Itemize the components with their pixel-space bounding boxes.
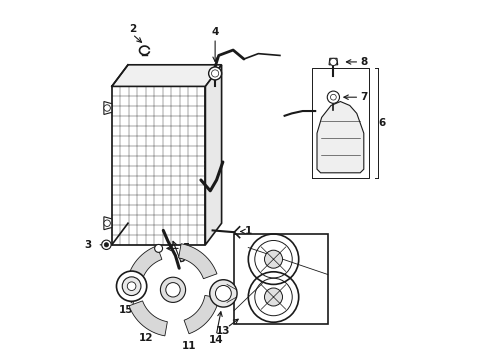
Text: 1: 1 — [245, 226, 252, 237]
Polygon shape — [179, 244, 217, 279]
Text: 7: 7 — [360, 92, 368, 102]
Polygon shape — [317, 102, 364, 173]
Text: 14: 14 — [209, 335, 223, 345]
Circle shape — [160, 277, 186, 302]
Circle shape — [155, 244, 163, 252]
Circle shape — [210, 280, 237, 307]
Text: 3: 3 — [85, 240, 92, 250]
Circle shape — [127, 282, 136, 291]
Circle shape — [330, 58, 337, 66]
Polygon shape — [234, 234, 328, 324]
Circle shape — [104, 105, 110, 111]
Text: 12: 12 — [139, 333, 153, 343]
Circle shape — [117, 271, 147, 301]
Text: 5: 5 — [182, 243, 189, 253]
Text: 11: 11 — [182, 341, 196, 351]
Text: 8: 8 — [360, 57, 368, 67]
Polygon shape — [129, 301, 168, 336]
Circle shape — [166, 283, 180, 297]
Circle shape — [104, 220, 110, 226]
Circle shape — [216, 285, 231, 301]
Polygon shape — [329, 58, 338, 65]
Polygon shape — [205, 65, 221, 245]
Circle shape — [265, 250, 283, 268]
Text: 15: 15 — [119, 305, 133, 315]
Text: 4: 4 — [211, 27, 219, 37]
Text: 2: 2 — [129, 24, 136, 34]
Polygon shape — [184, 296, 219, 334]
Polygon shape — [104, 102, 112, 114]
Circle shape — [209, 67, 221, 80]
Polygon shape — [104, 217, 112, 230]
Text: 10: 10 — [203, 161, 218, 171]
Text: 13: 13 — [216, 326, 231, 336]
Text: 9: 9 — [178, 254, 186, 264]
Polygon shape — [127, 246, 162, 284]
Circle shape — [122, 277, 141, 296]
Circle shape — [265, 288, 283, 306]
Circle shape — [327, 91, 340, 103]
Polygon shape — [112, 65, 221, 86]
Circle shape — [104, 243, 109, 247]
Text: 6: 6 — [378, 118, 386, 128]
Circle shape — [102, 240, 111, 249]
